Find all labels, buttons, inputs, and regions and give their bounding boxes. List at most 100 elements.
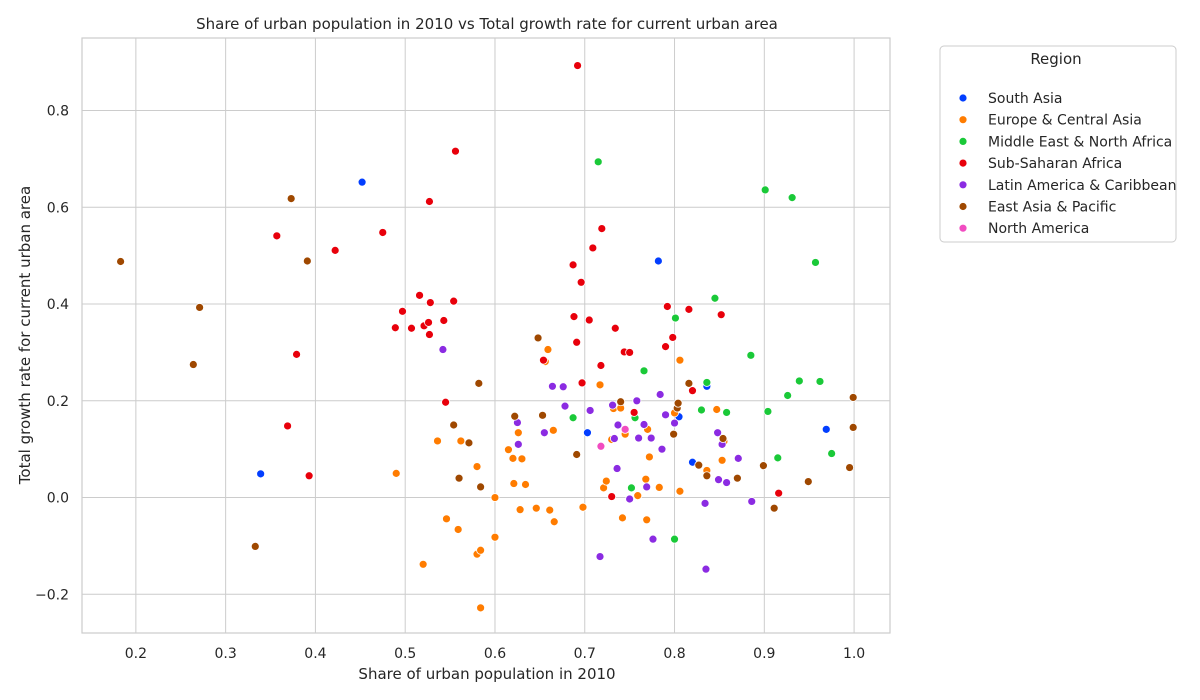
point-sub-saharan-africa — [283, 421, 292, 431]
x-tick-label: 0.2 — [125, 646, 147, 662]
x-tick-label: 1.0 — [843, 646, 865, 662]
point-latin-america-and-caribbean — [595, 552, 605, 561]
point-europe-and-central-asia — [490, 493, 500, 502]
point-south-asia — [821, 424, 831, 434]
point-east-asia-and-pacific — [454, 473, 464, 483]
x-tick-label: 0.9 — [753, 646, 775, 662]
x-tick-label: 0.6 — [484, 646, 506, 662]
point-sub-saharan-africa — [451, 146, 460, 156]
point-europe-and-central-asia — [490, 532, 500, 542]
point-sub-saharan-africa — [684, 304, 694, 314]
point-sub-saharan-africa — [539, 355, 548, 365]
y-tick-label: 0.0 — [47, 491, 69, 507]
point-latin-america-and-caribbean — [722, 478, 732, 487]
point-east-asia-and-pacific — [848, 393, 858, 402]
x-axis-label: Share of urban population in 2010 — [358, 665, 615, 683]
point-east-asia-and-pacific — [673, 398, 683, 408]
point-sub-saharan-africa — [607, 492, 617, 501]
legend-label-latin-america-and-caribbean: Latin America & Caribbean — [988, 178, 1177, 194]
point-europe-and-central-asia — [453, 525, 463, 534]
point-europe-and-central-asia — [513, 428, 523, 438]
point-latin-america-and-caribbean — [558, 382, 568, 392]
point-sub-saharan-africa — [774, 488, 784, 498]
point-sub-saharan-africa — [330, 245, 340, 255]
point-europe-and-central-asia — [476, 603, 486, 613]
legend-label-east-asia-and-pacific: East Asia & Pacific — [988, 200, 1116, 216]
point-middle-east-and-north-africa — [763, 407, 773, 416]
legend-box — [939, 45, 1177, 243]
point-latin-america-and-caribbean — [612, 464, 622, 473]
point-north-america — [620, 424, 630, 434]
point-sub-saharan-africa — [668, 333, 678, 342]
point-latin-america-and-caribbean — [609, 434, 619, 443]
point-europe-and-central-asia — [508, 453, 518, 463]
point-sub-saharan-africa — [629, 408, 639, 417]
point-middle-east-and-north-africa — [773, 453, 783, 463]
point-east-asia-and-pacific — [188, 360, 198, 369]
y-tick-label: 0.2 — [47, 394, 69, 410]
point-middle-east-and-north-africa — [827, 449, 837, 458]
point-middle-east-and-north-africa — [670, 534, 679, 544]
point-latin-america-and-caribbean — [655, 390, 665, 399]
point-sub-saharan-africa — [304, 471, 314, 481]
point-europe-and-central-asia — [642, 515, 652, 525]
legend-marker-north-america — [958, 223, 968, 233]
point-sub-saharan-africa — [425, 197, 434, 206]
point-south-asia — [256, 469, 266, 479]
point-latin-america-and-caribbean — [548, 381, 557, 391]
point-middle-east-and-north-africa — [697, 405, 706, 415]
y-axis-ticks: −0.2 0.0 0.2 0.4 0.6 0.8 — [35, 104, 69, 604]
legend-marker-south-asia — [958, 93, 968, 103]
point-europe-and-central-asia — [545, 505, 555, 515]
point-latin-america-and-caribbean — [747, 497, 757, 506]
point-east-asia-and-pacific — [803, 477, 813, 486]
point-sub-saharan-africa — [568, 260, 578, 270]
point-europe-and-central-asia — [633, 491, 643, 501]
point-south-asia — [357, 177, 367, 187]
point-sub-saharan-africa — [425, 330, 434, 339]
point-middle-east-and-north-africa — [746, 350, 756, 360]
point-east-asia-and-pacific — [572, 450, 582, 459]
point-europe-and-central-asia — [515, 505, 525, 515]
point-sub-saharan-africa — [597, 224, 607, 233]
point-east-asia-and-pacific — [250, 542, 260, 551]
point-middle-east-and-north-africa — [671, 313, 680, 323]
point-europe-and-central-asia — [618, 513, 627, 523]
point-east-asia-and-pacific — [476, 482, 486, 492]
point-south-asia — [583, 428, 592, 438]
point-europe-and-central-asia — [517, 454, 527, 464]
point-europe-and-central-asia — [654, 482, 664, 492]
point-sub-saharan-africa — [441, 397, 451, 407]
point-sub-saharan-africa — [572, 337, 582, 347]
point-latin-america-and-caribbean — [670, 418, 679, 428]
point-east-asia-and-pacific — [702, 471, 712, 481]
point-latin-america-and-caribbean — [560, 401, 570, 411]
point-europe-and-central-asia — [712, 405, 722, 414]
point-middle-east-and-north-africa — [702, 378, 712, 387]
point-sub-saharan-africa — [662, 302, 672, 311]
point-sub-saharan-africa — [272, 231, 282, 241]
point-latin-america-and-caribbean — [608, 400, 617, 410]
point-sub-saharan-africa — [378, 228, 388, 237]
point-europe-and-central-asia — [476, 545, 486, 555]
legend-marker-europe-and-central-asia — [958, 115, 968, 125]
legend-title: Region — [1030, 50, 1081, 68]
point-east-asia-and-pacific — [510, 411, 520, 421]
point-latin-america-and-caribbean — [701, 564, 711, 574]
x-tick-label: 0.7 — [574, 646, 596, 662]
x-axis-ticks: 0.2 0.3 0.4 0.5 0.6 0.7 0.8 0.9 1.0 — [125, 646, 865, 662]
point-latin-america-and-caribbean — [700, 498, 710, 508]
point-middle-east-and-north-africa — [760, 185, 770, 195]
legend-label-north-america: North America — [988, 221, 1089, 237]
point-sub-saharan-africa — [716, 310, 726, 320]
point-sub-saharan-africa — [584, 315, 594, 325]
point-east-asia-and-pacific — [464, 438, 474, 448]
point-middle-east-and-north-africa — [787, 193, 797, 203]
point-europe-and-central-asia — [675, 355, 685, 365]
point-latin-america-and-caribbean — [733, 453, 743, 463]
point-latin-america-and-caribbean — [634, 433, 644, 443]
point-latin-america-and-caribbean — [713, 428, 723, 438]
point-sub-saharan-africa — [573, 61, 582, 70]
point-east-asia-and-pacific — [759, 461, 768, 471]
point-europe-and-central-asia — [543, 345, 553, 354]
